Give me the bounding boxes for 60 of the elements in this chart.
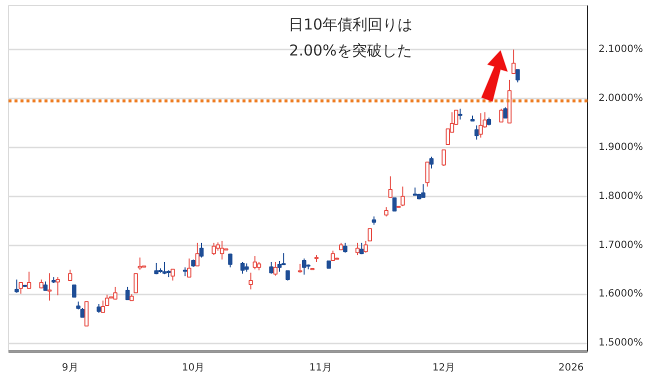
- candlestick: [499, 108, 504, 122]
- candlestick: [138, 257, 142, 270]
- candlestick: [170, 268, 175, 282]
- candlestick: [162, 261, 167, 275]
- candlestick: [56, 276, 60, 296]
- candlestick: [104, 294, 110, 306]
- candlestick: [18, 282, 23, 294]
- candlestick: [273, 261, 278, 276]
- candlestick: [425, 162, 430, 188]
- candlestick: [330, 250, 336, 262]
- candlestick: [286, 270, 290, 282]
- candlestick: [125, 286, 130, 300]
- candlestick: [72, 284, 76, 298]
- candlestick: [421, 184, 426, 198]
- candlestick: [516, 69, 520, 83]
- candlestick: [478, 112, 483, 138]
- candlestick: [248, 272, 253, 290]
- candlestick: [343, 242, 348, 254]
- candlestick: [388, 176, 393, 198]
- candlestick: [187, 258, 192, 278]
- annotation: 日10年債利回りは 2.00%を突破した: [288, 15, 413, 60]
- candlestick: [68, 269, 72, 282]
- y-tick-label: 1.6000%: [598, 288, 643, 300]
- candlestick: [269, 261, 274, 274]
- candlestick: [212, 242, 216, 256]
- candlestick: [228, 253, 232, 268]
- candlestick: [26, 271, 32, 289]
- candlestick: [442, 149, 446, 167]
- candlestick: [384, 206, 388, 217]
- y-tick-label: 2.1000%: [598, 44, 643, 56]
- candlestick: [458, 108, 462, 120]
- y-tick-label: 1.7000%: [598, 240, 643, 251]
- y-tick-label: 1.5000%: [598, 338, 643, 349]
- candlestick: [240, 261, 245, 274]
- candlestick: [277, 260, 282, 272]
- candlestick: [220, 240, 224, 260]
- candlestick: [511, 49, 516, 74]
- x-tick-label: 10月: [182, 362, 205, 374]
- y-tick-label: 1.8000%: [598, 190, 643, 202]
- x-tick-label: 2026: [558, 362, 584, 374]
- candlestick: [503, 106, 508, 119]
- y-tick-label: 1.9000%: [598, 142, 643, 153]
- candlestick: [199, 242, 204, 258]
- candlestick: [474, 124, 479, 140]
- candlestick: [113, 286, 118, 300]
- candlestick: [100, 300, 106, 313]
- candlestick: [252, 256, 258, 270]
- x-tick-label: 12月: [432, 362, 456, 374]
- y-tick-label: 2.0000%: [598, 92, 643, 104]
- candlestick: [302, 258, 306, 276]
- candlestick: [14, 279, 19, 294]
- x-tick-label: 11月: [309, 362, 332, 374]
- x-tick-label: 9月: [62, 362, 78, 374]
- candlestick: [134, 273, 138, 294]
- candlestick: [429, 156, 434, 169]
- candlestick: [355, 242, 360, 256]
- candlestick: [392, 197, 397, 212]
- candlestick: [195, 242, 200, 266]
- candlestick: [400, 186, 405, 207]
- candlestick: [47, 272, 52, 302]
